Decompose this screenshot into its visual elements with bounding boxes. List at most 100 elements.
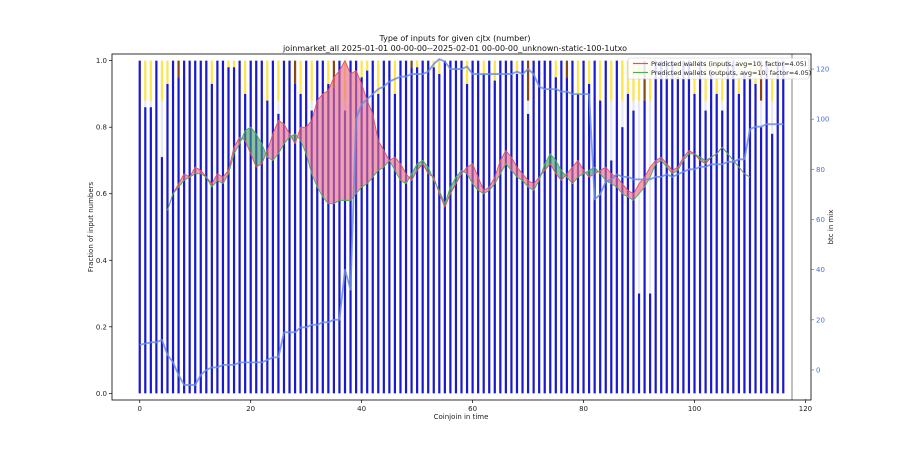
bar-accent [649, 60, 652, 101]
fill-segment [700, 157, 706, 164]
bar [249, 60, 252, 394]
bar [149, 107, 152, 394]
bar-accent [643, 60, 646, 101]
fill-segment [661, 157, 667, 168]
y-axis: 0.0 0.2 0.4 0.6 0.8 1.0 [96, 57, 112, 398]
legend-label-inputs: Predicted wallets (inputs, avg=10, facto… [651, 60, 807, 68]
bar-accent [232, 60, 236, 68]
bar [660, 60, 663, 394]
bar [171, 60, 175, 394]
fill-segment [516, 167, 523, 181]
bar-accent [166, 60, 169, 84]
bar [316, 60, 319, 394]
fill-segment [572, 160, 578, 184]
bar [244, 93, 247, 394]
bar-accent [366, 60, 369, 71]
bar [305, 60, 308, 394]
bar [504, 60, 507, 394]
bar [754, 83, 757, 394]
x-tick-label: 80 [579, 405, 588, 413]
bar-accent [277, 60, 280, 101]
bar-accent [621, 60, 624, 101]
y2-axis-label: btc in mix [827, 210, 835, 245]
bar [360, 77, 363, 394]
y-tick-label: 0.6 [96, 190, 108, 198]
bar [576, 93, 580, 394]
fill-segment [333, 70, 340, 204]
x-tick-label: 120 [799, 405, 812, 413]
legend-label-outputs: Predicted wallets (outputs, avg=10, fact… [651, 69, 811, 77]
bar [443, 60, 446, 394]
bar [216, 60, 219, 394]
bar [499, 60, 502, 394]
bar [416, 67, 419, 394]
bar [282, 60, 286, 394]
x-tick-label: 0 [138, 405, 142, 413]
bar [632, 110, 635, 394]
bar [587, 83, 591, 394]
fill-segment [467, 163, 473, 184]
bar [654, 60, 657, 394]
bar [560, 60, 563, 394]
fill-segment [367, 100, 373, 184]
x-tick-label: 100 [688, 405, 701, 413]
bar [349, 60, 352, 394]
bar-accent [554, 60, 557, 78]
bar-accent [721, 60, 724, 101]
fill-segment [600, 167, 606, 181]
lines-layer [139, 58, 784, 386]
bar [327, 83, 330, 394]
bar [338, 60, 341, 394]
bar [438, 73, 441, 394]
fill-segment [522, 173, 529, 188]
bar-accent [565, 60, 569, 78]
bar [765, 60, 768, 394]
bar-accent [526, 60, 530, 101]
fill-segment [345, 60, 351, 201]
bar-accent [632, 60, 635, 101]
fill-segment [494, 160, 501, 184]
bar [155, 60, 158, 394]
bar-accent [482, 60, 485, 74]
fill-segment [566, 167, 573, 184]
bar [210, 83, 213, 394]
fill-segment [267, 133, 273, 161]
fill-segment [317, 93, 323, 198]
y2-tick-label: 100 [816, 116, 829, 124]
chart-subtitle: joinmarket_all 2025-01-01 00-00-00--2025… [282, 44, 627, 53]
fill-segment [417, 160, 423, 171]
bar [532, 60, 535, 394]
bar [399, 60, 402, 394]
bar [371, 60, 374, 394]
bar [771, 133, 774, 394]
bar [737, 93, 740, 394]
fill-segment [234, 137, 240, 154]
bar [782, 60, 785, 394]
fill-segment [561, 170, 567, 181]
bar-accent [327, 60, 330, 84]
bar [432, 67, 435, 394]
bar-accent [177, 60, 180, 78]
x-tick-label: 40 [357, 405, 366, 413]
bar [626, 93, 630, 394]
bar-accent [771, 60, 774, 101]
fill-segment [383, 150, 390, 168]
bar [687, 60, 691, 394]
bar-accent [360, 60, 363, 78]
fill-segment [372, 113, 379, 178]
bar [554, 77, 557, 394]
bar-accent [410, 60, 413, 68]
bar [310, 110, 313, 394]
fill-segment [394, 157, 401, 181]
bar [277, 113, 280, 394]
y-tick-label: 0.8 [96, 124, 107, 132]
fill-segment [300, 127, 307, 154]
fill-segment [184, 173, 190, 181]
bar [299, 93, 302, 394]
bar-accent [144, 60, 147, 101]
bar-accent [266, 60, 269, 101]
bar [704, 110, 707, 394]
bar [610, 160, 613, 394]
series-line-btc [139, 58, 784, 386]
bar [183, 60, 186, 394]
